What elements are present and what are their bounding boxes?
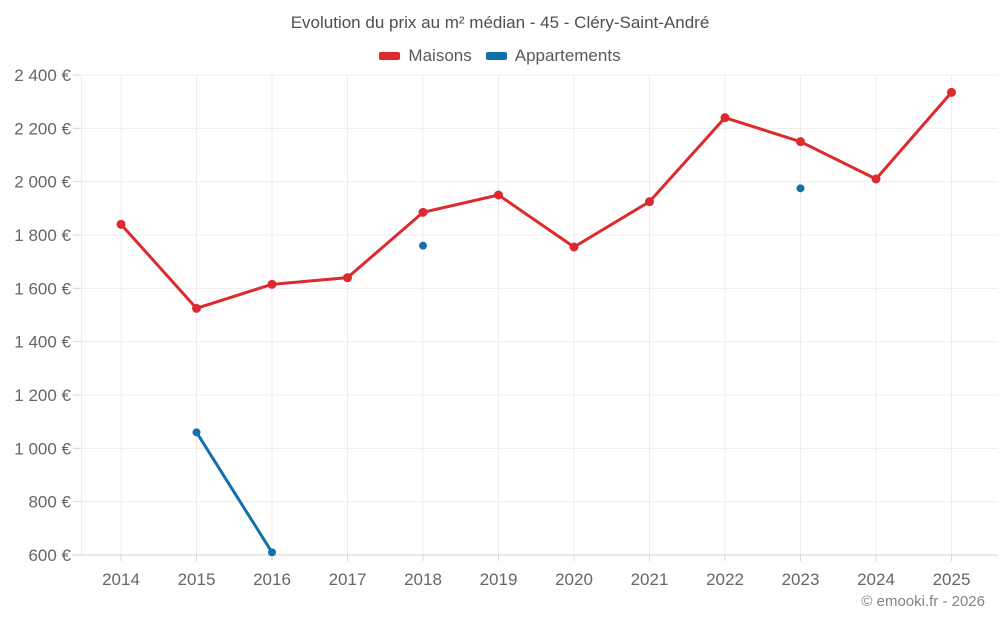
appartements-color-swatch bbox=[485, 52, 507, 60]
x-axis-label: 2020 bbox=[555, 570, 593, 589]
y-axis-label: 600 € bbox=[28, 546, 71, 565]
data-point-maisons-2014[interactable] bbox=[116, 219, 126, 229]
copyright-text: © emooki.fr - 2026 bbox=[861, 593, 985, 610]
x-axis-label: 2022 bbox=[706, 570, 744, 589]
y-axis-label: 1 400 € bbox=[14, 333, 71, 352]
x-axis-label: 2014 bbox=[102, 570, 140, 589]
chart-title: Evolution du prix au m² médian - 45 - Cl… bbox=[290, 13, 710, 32]
series-line-appartements bbox=[195, 430, 274, 554]
data-point-maisons-2023[interactable] bbox=[796, 137, 805, 147]
data-point-maisons-2020[interactable] bbox=[569, 242, 579, 252]
y-axis-label: 1 600 € bbox=[14, 279, 71, 298]
y-axis-label: 1 000 € bbox=[14, 439, 71, 458]
x-axis-label: 2018 bbox=[404, 570, 442, 589]
x-axis-label: 2017 bbox=[329, 570, 367, 589]
x-axis-label: 2019 bbox=[480, 570, 518, 589]
data-point-maisons-2022[interactable] bbox=[720, 113, 730, 123]
x-axis-label: 2015 bbox=[178, 570, 216, 589]
data-point-maisons-2025[interactable] bbox=[947, 87, 956, 97]
y-axis-label: 1 200 € bbox=[14, 386, 71, 405]
x-axis-label: 2016 bbox=[253, 570, 291, 589]
legend-label-appartements: Appartements bbox=[514, 46, 621, 65]
maisons-color-swatch bbox=[379, 52, 401, 60]
data-point-maisons-2024[interactable] bbox=[871, 174, 881, 184]
y-axis-label: 800 € bbox=[28, 493, 71, 512]
data-point-appartements-2016[interactable] bbox=[268, 548, 276, 557]
x-axis-label: 2025 bbox=[933, 570, 971, 589]
legend-item-maisons[interactable]: Maisons bbox=[379, 46, 472, 66]
data-point-appartements-2015[interactable] bbox=[192, 428, 201, 437]
y-axis-label: 2 400 € bbox=[14, 66, 71, 85]
data-point-maisons-2015[interactable] bbox=[192, 303, 201, 313]
data-point-maisons-2021[interactable] bbox=[645, 197, 654, 207]
data-point-appartements-2018[interactable] bbox=[419, 241, 427, 250]
chart-legend: Maisons Appartements bbox=[0, 46, 1000, 66]
x-axis-label: 2023 bbox=[782, 570, 820, 589]
y-axis-label: 1 800 € bbox=[14, 226, 71, 245]
legend-label-maisons: Maisons bbox=[408, 46, 472, 65]
x-axis-label: 2021 bbox=[631, 570, 669, 589]
data-point-maisons-2019[interactable] bbox=[494, 190, 503, 200]
data-point-maisons-2016[interactable] bbox=[267, 279, 277, 289]
data-point-appartements-2023[interactable] bbox=[796, 184, 805, 193]
x-axis-label: 2024 bbox=[857, 570, 895, 589]
data-point-maisons-2018[interactable] bbox=[418, 207, 428, 217]
y-axis-label: 2 000 € bbox=[14, 173, 71, 192]
series-line-maisons bbox=[119, 90, 953, 310]
legend-item-appartements[interactable]: Appartements bbox=[485, 46, 621, 66]
y-axis-label: 2 200 € bbox=[14, 119, 71, 138]
data-point-maisons-2017[interactable] bbox=[343, 273, 352, 283]
